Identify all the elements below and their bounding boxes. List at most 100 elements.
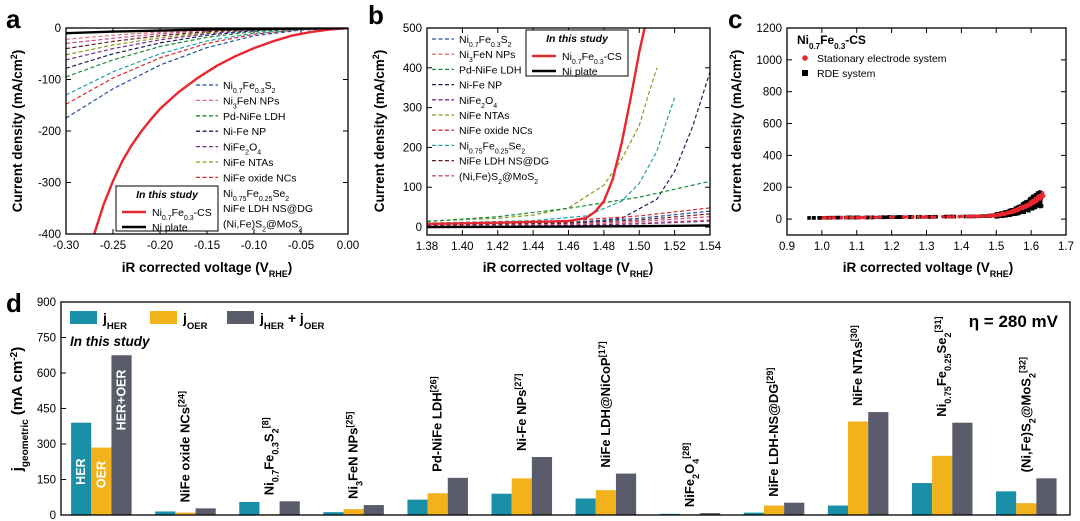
category-label: NiFe oxide NCs[24] [176, 391, 192, 502]
formula-text: Ni [459, 140, 469, 152]
y-tick-label: -200 [38, 126, 61, 138]
legend-swatch [227, 311, 254, 324]
formula-subscript: 2 [1027, 373, 1037, 378]
formula-subscript: 0.3 [271, 442, 281, 455]
y-axis-label-text: Current density (mA/cm [729, 59, 744, 212]
data-point-circle [902, 215, 906, 219]
stationary-points [821, 190, 1046, 220]
data-point-circle [1004, 211, 1009, 215]
x-tick-label: 1.5 [988, 241, 1004, 253]
bar [511, 478, 532, 515]
data-point-square [909, 215, 913, 219]
formula-subscript: 2 [498, 178, 502, 185]
category-reference: [26] [429, 376, 439, 392]
y-tick-label: -300 [38, 178, 61, 190]
bar [932, 455, 953, 515]
legend-box [115, 185, 219, 232]
formula-text: NiFe [682, 479, 697, 507]
x-tick-label: 1.42 [487, 241, 509, 253]
data-point-circle [1032, 200, 1036, 205]
formula-subscript: 0.7 [162, 215, 172, 222]
x-tick-label: 1.2 [884, 241, 900, 253]
formula-subscript: 0.75 [233, 195, 247, 202]
y-tick-label: 600 [763, 119, 782, 131]
eta-annotation: η = 280 mV [969, 312, 1059, 331]
formula-subscript: 2 [272, 88, 276, 95]
series-line [427, 216, 710, 227]
formula-subscript: 0.25 [495, 148, 509, 155]
bar [175, 512, 196, 515]
series-line [427, 97, 676, 224]
formula-text: (Ni,Fe)S [223, 219, 262, 231]
category-reference: [17] [597, 341, 607, 357]
data-point-square [881, 215, 886, 220]
data-point-circle [910, 215, 915, 219]
data-point-square [1012, 212, 1017, 216]
formula-text: (Ni,Fe)S [459, 171, 498, 183]
formula-text: NiFe oxide NCs [223, 172, 297, 184]
formula-text: Ni [223, 80, 233, 92]
bar [952, 422, 973, 515]
legend-text: j [182, 310, 187, 326]
x-tick-label: -0.15 [194, 240, 220, 252]
data-point-square [1025, 206, 1030, 211]
y-tick-label: 150 [37, 475, 56, 487]
data-point-square [1030, 206, 1035, 211]
formula-text: Ni plate [152, 222, 188, 234]
y-axis-label: Current density (mA/cm2) [371, 50, 387, 213]
formula-text: @MoS [266, 219, 298, 231]
data-point-circle [1036, 194, 1041, 199]
bar [279, 501, 300, 515]
legend-title: In this study [546, 33, 609, 45]
data-point-square [1032, 205, 1037, 210]
legend-marker-circle [802, 55, 808, 61]
legend-entry: jHER + jOER [259, 310, 325, 332]
bar [615, 473, 637, 515]
formula-subscript: 0.7 [469, 42, 479, 49]
y-axis-label-superscript: 2 [9, 54, 19, 59]
formula-text: Ni [934, 404, 949, 417]
formula-text: Ni plate [562, 66, 598, 78]
legend-text: + j [284, 310, 304, 326]
formula-text: S [265, 80, 272, 92]
legend-title: In this study [136, 189, 199, 201]
data-point-square [1034, 203, 1038, 207]
formula-text: Fe [934, 371, 949, 386]
y-tick-label: 400 [763, 150, 782, 162]
category-reference: [27] [513, 374, 523, 390]
x-tick-label: 1.40 [451, 241, 473, 253]
y-tick-label: 200 [763, 182, 782, 194]
bar [1016, 503, 1037, 515]
data-point-square [886, 215, 891, 219]
formula-subscript: 3 [233, 103, 237, 110]
data-point-circle [869, 215, 873, 219]
data-point-circle [1026, 203, 1030, 207]
series-line [66, 28, 348, 105]
formula-text: Ni [152, 207, 162, 219]
bar [491, 493, 512, 515]
category-label: NiFe2O4[28] [681, 443, 701, 507]
legend-marker-square [802, 70, 808, 76]
formula-text: NiFe NTAs [223, 157, 274, 169]
x-tick-label: 0.00 [337, 240, 359, 252]
legend-entry: Ni3FeN NPs [459, 49, 515, 64]
formula-text: Se [508, 140, 521, 152]
data-point-circle [851, 215, 855, 220]
data-point-circle [1041, 193, 1045, 198]
data-point-circle [875, 215, 880, 220]
formula-text: Fe [479, 34, 491, 46]
formula-text: FeN NPs [237, 95, 280, 107]
formula-text: Ni [223, 95, 233, 107]
x-tick-label: -0.25 [100, 240, 126, 252]
data-point-circle [839, 215, 844, 220]
formula-text: NiFe NTAs [459, 110, 510, 122]
category-reference: [28] [681, 443, 691, 459]
category-reference: [29] [765, 368, 775, 384]
panel-label-d: d [6, 288, 22, 318]
y-axis-label-close: ) [9, 347, 26, 352]
y-axis-label-close: ) [729, 50, 744, 55]
x-tick-label: -0.20 [147, 240, 173, 252]
data-point-square [807, 216, 811, 220]
formula-text: Ni [262, 482, 277, 495]
data-point-circle [1012, 210, 1016, 214]
